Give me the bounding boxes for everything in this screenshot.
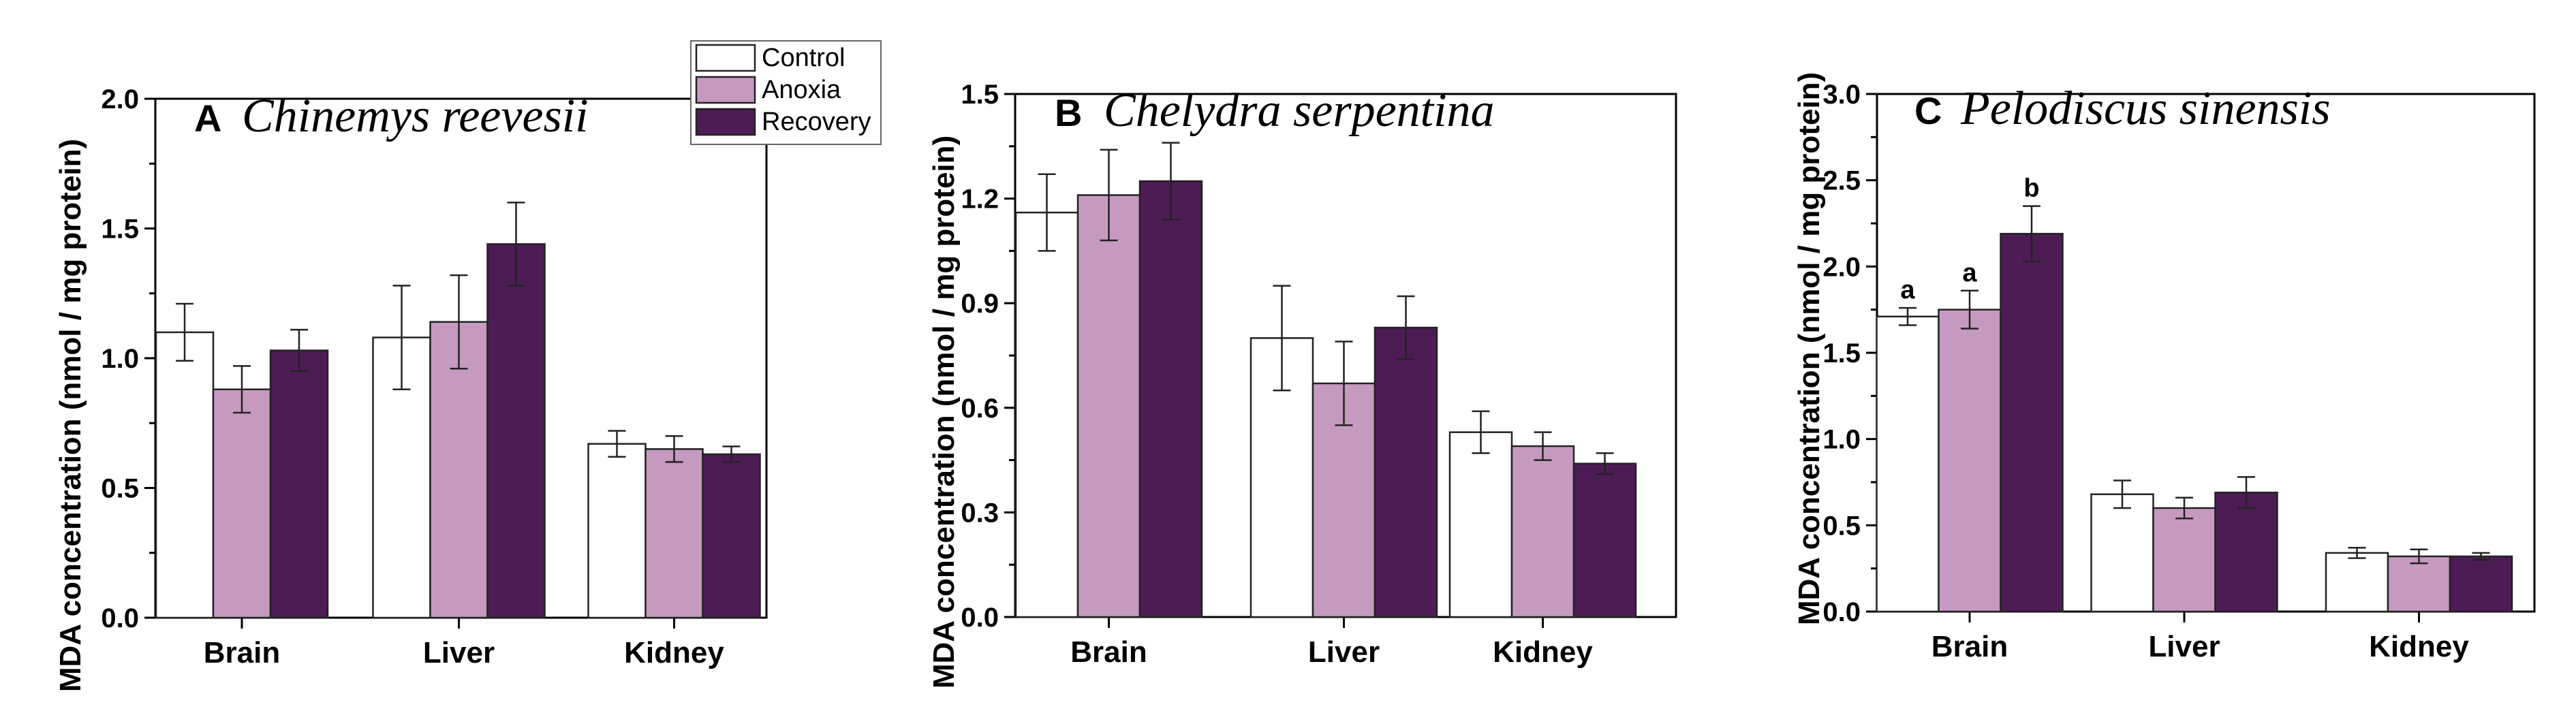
panel-a-xtick-label-liver: Liver bbox=[423, 636, 495, 669]
panel-a-bar-kidney-anoxia bbox=[645, 448, 704, 619]
panel-c-ytick-label: 1.5 bbox=[1822, 338, 1861, 368]
panel-a-ytick-label: 1.5 bbox=[101, 215, 139, 244]
panel-c-significance-letter: b bbox=[2023, 174, 2039, 203]
panel-a-bar-brain-recovery bbox=[269, 349, 329, 619]
panel-c-ytick-label: 2.5 bbox=[1822, 166, 1861, 196]
panel-b-title: Chelydra serpentina bbox=[1104, 84, 1495, 137]
panel-c-bar-kidney-control bbox=[2325, 552, 2389, 613]
panel-a-bar-brain-anoxia bbox=[212, 388, 272, 619]
legend: Control Anoxia Recovery bbox=[690, 40, 882, 145]
legend-label-control: Control bbox=[762, 44, 845, 72]
panel-b-ytick-label: 0.3 bbox=[961, 498, 999, 528]
panel-a-xtick-label-kidney: Kidney bbox=[624, 636, 724, 669]
panel-a-bar-brain-control bbox=[155, 331, 215, 619]
panel-b-ytick-label: 0.9 bbox=[961, 289, 999, 319]
panel-c-xtick-label-kidney: Kidney bbox=[2369, 630, 2469, 663]
panel-b-ytick-label: 0.6 bbox=[961, 394, 999, 424]
panel-c-ytick-label: 2.0 bbox=[1822, 252, 1861, 282]
panel-a-bar-kidney-control bbox=[587, 443, 647, 619]
panel-b-ytick-label: 0.0 bbox=[961, 603, 999, 633]
panel-b: MDA concentration (nmol / mg protein) B … bbox=[927, 80, 1677, 689]
panel-a-letter: A bbox=[194, 97, 221, 140]
panel-b-bar-brain-control bbox=[1014, 211, 1079, 618]
panel-a-ylabel: MDA concentration (nmol / mg protein) bbox=[54, 139, 87, 692]
panel-c-bar-brain-control bbox=[1876, 315, 1940, 613]
panel-b-ytick-label: 1.5 bbox=[961, 80, 999, 110]
panel-a-bar-liver-recovery bbox=[486, 243, 546, 619]
panel-c-bar-liver-anoxia bbox=[2152, 507, 2216, 613]
panel-c-bar-kidney-recovery bbox=[2449, 555, 2513, 613]
panel-b-bar-kidney-control bbox=[1448, 431, 1513, 618]
panel-c-bar-brain-recovery bbox=[2000, 232, 2064, 613]
panel-a-xtick-label-brain: Brain bbox=[204, 636, 280, 669]
panel-c-ytick-label: 1.0 bbox=[1822, 425, 1861, 455]
panel-a-ytick-label: 1.0 bbox=[101, 344, 139, 374]
panel-b-xtick-label-kidney: Kidney bbox=[1493, 635, 1593, 669]
panel-b-bar-kidney-recovery bbox=[1572, 462, 1637, 618]
panel-c-significance-letter: a bbox=[1962, 259, 1977, 287]
panel-b-letter: B bbox=[1055, 91, 1082, 134]
panel-b-bar-liver-recovery bbox=[1374, 326, 1438, 618]
panel-c-ylabel: MDA concentration (nmol / mg protein) bbox=[1793, 72, 1826, 625]
legend-label-recovery: Recovery bbox=[762, 108, 871, 136]
panel-c-bar-liver-control bbox=[2090, 493, 2154, 613]
legend-label-anoxia: Anoxia bbox=[762, 76, 841, 104]
panel-b-ytick-label: 1.2 bbox=[961, 185, 999, 215]
legend-swatch-anoxia bbox=[695, 76, 756, 104]
panel-c-bar-brain-anoxia bbox=[1938, 309, 2002, 613]
panel-c-ytick-label: 0.0 bbox=[1822, 597, 1861, 627]
panel-c: MDA concentration (nmol / mg protein) C … bbox=[1793, 72, 2536, 663]
panel-b-bar-kidney-anoxia bbox=[1510, 445, 1575, 618]
panel-c-letter: C bbox=[1914, 89, 1942, 132]
panel-c-title: Pelodiscus sinensis bbox=[1960, 82, 2330, 135]
panel-c-significance-letter: a bbox=[1900, 276, 1915, 304]
panel-b-ylabel: MDA concentration (nmol / mg protein) bbox=[927, 136, 961, 689]
legend-swatch-recovery bbox=[695, 108, 756, 136]
panel-a-bar-kidney-recovery bbox=[702, 453, 761, 619]
panel-b-bar-brain-anoxia bbox=[1076, 194, 1141, 618]
panel-b-xtick-label-brain: Brain bbox=[1070, 635, 1147, 669]
legend-swatch-control bbox=[695, 44, 756, 72]
panel-c-ytick-label: 3.0 bbox=[1822, 80, 1861, 110]
panel-a-ytick-label: 0.5 bbox=[101, 474, 139, 504]
panel-b-xtick-label-liver: Liver bbox=[1308, 635, 1380, 669]
panel-a-bar-liver-anoxia bbox=[429, 321, 488, 619]
panel-a-ytick-label: 0.0 bbox=[101, 603, 139, 633]
panel-a-ytick-label: 2.0 bbox=[101, 84, 139, 114]
panel-b-bar-brain-recovery bbox=[1138, 180, 1203, 618]
panel-c-ytick-label: 0.5 bbox=[1822, 511, 1861, 541]
panel-c-xtick-label-liver: Liver bbox=[2148, 630, 2220, 663]
panel-c-xtick-label-brain: Brain bbox=[1931, 630, 2008, 663]
panel-c-bar-liver-recovery bbox=[2214, 491, 2278, 613]
panel-c-bar-kidney-anoxia bbox=[2387, 555, 2451, 613]
panel-a: MDA concentration (nmol / mg protein) A … bbox=[54, 84, 768, 692]
